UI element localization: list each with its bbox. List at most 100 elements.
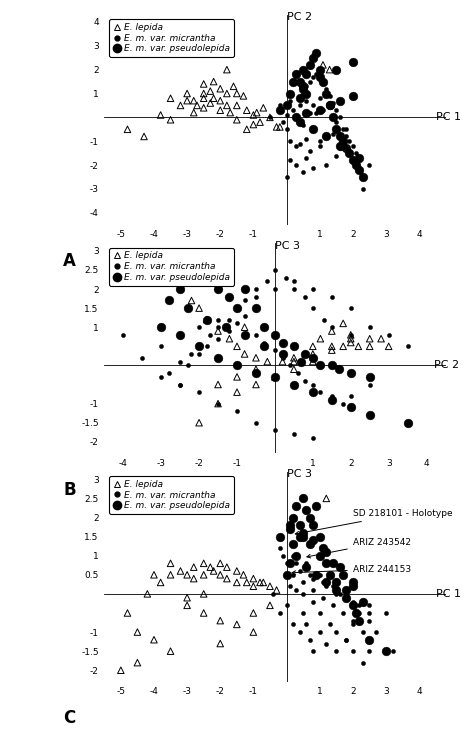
Point — [326, 569, 333, 581]
Point — [322, 130, 330, 142]
Point — [210, 76, 218, 88]
Point — [183, 592, 191, 604]
Point — [279, 116, 287, 128]
Text: C: C — [64, 709, 75, 727]
Point — [190, 95, 198, 107]
Point — [322, 83, 330, 94]
Point — [290, 352, 298, 363]
Point — [176, 379, 184, 391]
Point — [332, 584, 340, 596]
Point — [319, 576, 327, 588]
Point — [332, 150, 340, 161]
Point — [292, 69, 300, 80]
Point — [346, 136, 353, 147]
Point — [299, 83, 307, 94]
Point — [279, 356, 286, 368]
Point — [140, 130, 148, 142]
Text: A: A — [64, 252, 76, 270]
Point — [271, 344, 279, 356]
Point — [260, 102, 267, 113]
Point — [165, 295, 173, 307]
Point — [404, 417, 411, 429]
Point — [309, 595, 317, 607]
Point — [292, 111, 300, 123]
Point — [167, 557, 174, 569]
Point — [233, 618, 241, 630]
Point — [286, 136, 293, 147]
Point — [316, 531, 323, 542]
Point — [349, 618, 356, 630]
Point — [352, 159, 360, 171]
Point — [320, 314, 328, 326]
Point — [283, 569, 290, 581]
Point — [328, 325, 336, 337]
Point — [365, 646, 373, 657]
Point — [283, 99, 290, 111]
Point — [347, 329, 355, 340]
Point — [349, 599, 356, 611]
Point — [309, 302, 317, 314]
Point — [329, 580, 337, 592]
Point — [322, 638, 330, 649]
Point — [366, 379, 374, 391]
Point — [382, 646, 390, 657]
Point — [349, 576, 356, 588]
Point — [167, 114, 174, 126]
Point — [214, 321, 222, 333]
Point — [233, 99, 241, 111]
Point — [223, 99, 231, 111]
Point — [296, 116, 303, 128]
Point — [184, 302, 191, 314]
Point — [296, 138, 303, 150]
Point — [296, 565, 303, 577]
Point — [233, 302, 241, 314]
Point — [176, 329, 184, 340]
Point — [296, 520, 303, 531]
Point — [289, 569, 297, 581]
Point — [332, 123, 340, 135]
Point — [266, 599, 274, 611]
Point — [124, 607, 131, 619]
Point — [332, 63, 340, 75]
Point — [157, 576, 164, 588]
Point — [309, 123, 317, 135]
Point — [203, 272, 210, 284]
Point — [328, 360, 336, 371]
Point — [329, 599, 337, 611]
Point — [306, 538, 313, 550]
Point — [302, 133, 310, 144]
Point — [296, 76, 303, 88]
Point — [349, 90, 356, 102]
Text: PC 1: PC 1 — [436, 589, 461, 599]
Point — [339, 340, 347, 352]
Point — [214, 314, 222, 326]
Point — [283, 599, 290, 611]
Point — [252, 283, 260, 295]
Point — [316, 626, 323, 638]
Point — [283, 557, 290, 569]
Point — [289, 550, 297, 562]
Point — [309, 71, 317, 83]
Point — [365, 607, 373, 619]
Point — [217, 569, 224, 581]
Point — [342, 588, 350, 600]
Point — [302, 88, 310, 99]
Point — [157, 109, 164, 121]
Point — [329, 97, 337, 109]
Point — [322, 557, 330, 569]
Point — [226, 291, 233, 303]
Point — [355, 340, 362, 352]
Text: PC 2: PC 2 — [434, 360, 459, 371]
Point — [214, 333, 222, 345]
Point — [190, 573, 198, 584]
Point — [359, 183, 366, 195]
Point — [226, 314, 233, 326]
Point — [233, 576, 241, 588]
Point — [294, 367, 301, 379]
Point — [279, 337, 286, 349]
Point — [290, 356, 298, 368]
Point — [365, 159, 373, 171]
Point — [233, 302, 241, 314]
Point — [233, 88, 241, 99]
Point — [342, 634, 350, 646]
